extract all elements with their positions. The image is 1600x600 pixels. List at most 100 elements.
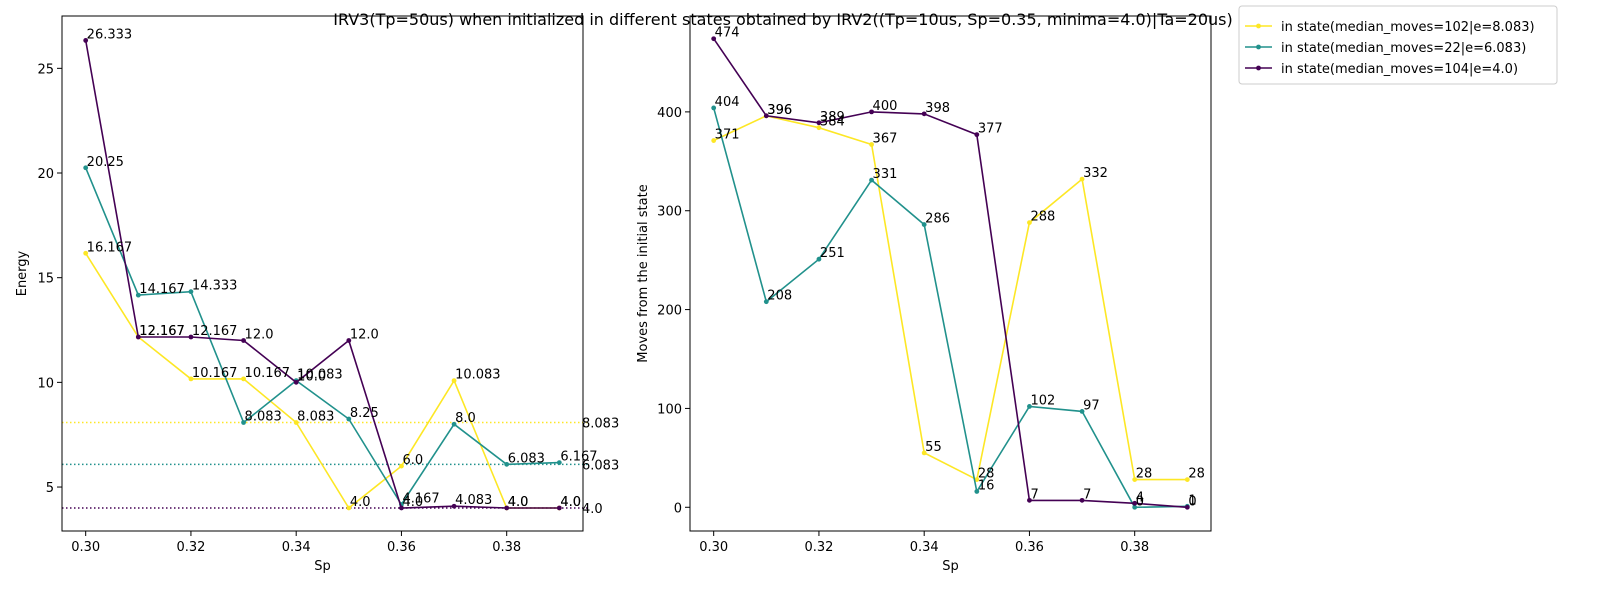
energy-series-2-point-6 (399, 505, 404, 511)
energy-reference-label-1: 6.083 (582, 458, 619, 473)
moves-series-2-data-label-6: 7 (1030, 487, 1038, 502)
moves-x-tick-label-2: 0.34 (910, 540, 939, 555)
energy-series-2-data-label-2: 12.167 (192, 324, 238, 339)
moves-series-2-data-label-0: 474 (715, 26, 740, 41)
energy-x-axis-label: Sp (314, 559, 331, 574)
energy-series-1-point-3 (241, 420, 246, 425)
energy-series-2-data-label-7: 4.083 (455, 493, 492, 508)
energy-series-line-2 (84, 40, 560, 509)
energy-x-tick-label-2: 0.34 (282, 540, 311, 555)
energy-series-0-data-label-7: 10.083 (455, 368, 501, 383)
moves-series-1-data-label-8: 0 (1136, 494, 1144, 509)
energy-x-tick-label-4: 0.38 (492, 540, 521, 555)
moves-series-0-point-3 (869, 142, 874, 147)
moves-y-tick-label-2: 200 (657, 304, 682, 319)
energy-series-0-data-label-8: 4.0 (508, 495, 529, 510)
moves-series-2-data-label-9: 0 (1188, 494, 1196, 509)
energy-series-0-point-2 (188, 376, 194, 382)
energy-y-axis-label: Energy (15, 250, 30, 296)
moves-series-0-point-7 (1079, 176, 1085, 182)
moves-series-2-point-6 (1027, 497, 1032, 503)
moves-series-0-point-0 (711, 138, 717, 143)
legend-marker-0 (1256, 23, 1261, 29)
moves-series-2-data-label-8: 4 (1136, 490, 1144, 505)
energy-series-0-data-label-3: 10.167 (245, 366, 291, 381)
energy-series-2-data-label-4: 10.0 (297, 369, 326, 384)
moves-series-line-0 (713, 114, 1188, 481)
energy-series-2-point-7 (451, 503, 457, 509)
energy-y-tick-label-3: 20 (37, 167, 54, 182)
moves-series-0-point-9 (1184, 477, 1190, 482)
energy-series-2-point-9 (556, 505, 562, 511)
energy-series-1-data-label-4: 10.083 (297, 368, 343, 383)
moves-x-tick-label-0: 0.30 (699, 540, 728, 555)
legend-marker-1 (1256, 44, 1261, 50)
moves-series-0-point-4 (921, 450, 927, 456)
energy-y-tick-label-0: 5 (46, 481, 54, 496)
energy-series-1-data-label-1: 14.167 (139, 282, 185, 297)
energy-series-1-data-label-8: 6.083 (508, 451, 545, 466)
energy-series-line-1 (84, 167, 560, 506)
moves-series-1-point-6 (1027, 404, 1032, 409)
energy-series-0-point-7 (451, 378, 457, 384)
moves-series-1-data-label-9: 1 (1188, 493, 1196, 508)
moves-series-1-point-8 (1132, 504, 1138, 510)
energy-series-0-data-label-2: 10.167 (192, 366, 238, 381)
energy-series-2-data-label-0: 26.333 (87, 27, 133, 42)
moves-series-2-point-3 (869, 109, 874, 115)
energy-series-2-data-label-6: 4.0 (402, 495, 423, 510)
moves-series-0-data-label-9: 28 (1188, 467, 1205, 482)
moves-series-0-point-2 (816, 125, 822, 131)
energy-series-2-point-4 (293, 379, 299, 385)
moves-x-tick-label-1: 0.32 (804, 540, 833, 555)
energy-axes-frame (61, 15, 584, 532)
energy-panel: 8.083 6.083 4.0 16.167 12.167 10.167 10.167 8.0… (15, 15, 619, 574)
moves-series-1-point-0 (711, 105, 717, 111)
energy-series-1-point-8 (504, 461, 510, 467)
moves-series-0-point-8 (1132, 477, 1138, 482)
moves-series-2-point-0 (711, 36, 717, 42)
moves-series-1-data-label-5: 16 (978, 478, 995, 493)
moves-axes-frame (689, 15, 1212, 532)
energy-series-2-data-label-1: 12.167 (139, 324, 185, 339)
energy-series-0-data-label-6: 6.0 (402, 453, 423, 468)
energy-series-2-data-label-5: 12.0 (350, 327, 379, 342)
moves-series-1-data-label-6: 102 (1030, 393, 1055, 408)
moves-series-2-data-label-4: 398 (925, 101, 950, 116)
moves-y-tick-label-3: 300 (657, 205, 682, 220)
energy-series-1-point-1 (135, 292, 141, 298)
moves-series-2-point-8 (1132, 500, 1138, 506)
energy-series-2-point-3 (241, 338, 246, 343)
energy-series-0-point-4 (293, 420, 299, 425)
energy-series-1-point-7 (451, 421, 457, 427)
energy-series-0-point-3 (241, 376, 246, 382)
energy-x-tick-label-3: 0.36 (387, 540, 416, 555)
moves-series-1-data-label-3: 331 (873, 167, 898, 182)
moves-series-0-data-label-3: 367 (873, 132, 898, 147)
energy-series-0-data-label-1: 12.167 (139, 324, 185, 339)
moves-series-2-data-label-7: 7 (1083, 487, 1091, 502)
energy-series-0-data-label-9: 4.0 (560, 495, 581, 510)
moves-series-0-data-label-8: 28 (1136, 467, 1153, 482)
moves-series-1-point-4 (921, 222, 927, 227)
moves-series-1-data-label-1: 208 (767, 289, 792, 304)
moves-series-0-data-label-1: 396 (767, 103, 792, 118)
energy-series-1-data-label-0: 20.25 (87, 155, 124, 170)
energy-x-tick-label-1: 0.32 (176, 540, 205, 555)
moves-series-2-data-label-5: 377 (978, 122, 1003, 137)
energy-series-1-data-label-3: 8.083 (245, 409, 282, 424)
legend-label-1: in state(median_moves=22|e=6.083) (1281, 41, 1526, 56)
energy-reference-label-0: 8.083 (582, 416, 619, 431)
energy-series-2-point-5 (346, 338, 352, 343)
energy-y-tick-label-2: 15 (37, 272, 54, 287)
moves-panel: 371 396 384 367 55 28 288 332 28 28 404 208 251 331 28… (636, 15, 1212, 574)
energy-series-1-point-2 (188, 289, 194, 295)
moves-x-axis-label: Sp (942, 559, 959, 574)
energy-series-0-point-5 (346, 505, 352, 511)
energy-series-2-point-1 (135, 334, 141, 340)
energy-series-1-data-label-2: 14.333 (192, 279, 238, 294)
energy-x-tick-label-0: 0.30 (71, 540, 100, 555)
moves-series-1-data-label-2: 251 (820, 246, 845, 261)
energy-series-2-point-2 (188, 334, 194, 340)
